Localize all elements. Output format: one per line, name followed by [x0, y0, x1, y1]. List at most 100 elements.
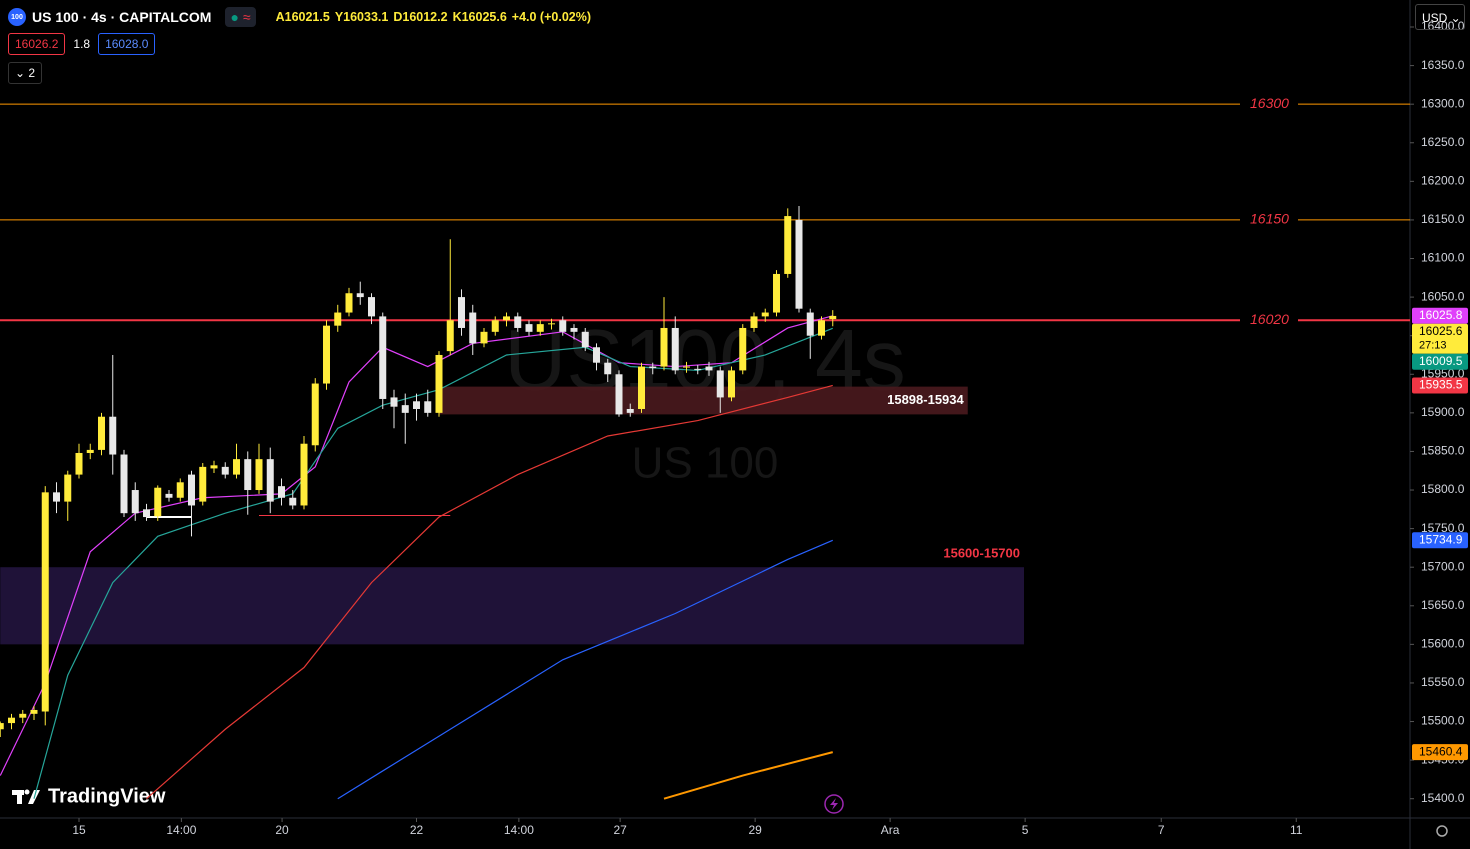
candle-body: [649, 366, 657, 369]
y-tick-label: 15750.0: [1421, 521, 1465, 535]
currency-select[interactable]: USD ⌄: [1415, 4, 1465, 30]
status[interactable]: ● ≈: [225, 7, 256, 27]
candle-body: [716, 370, 724, 398]
y-tick-label: 16150.0: [1421, 212, 1465, 226]
candle-body: [469, 312, 477, 344]
candle-body: [458, 297, 465, 328]
candle-body: [98, 416, 105, 450]
candle-body: [379, 316, 387, 399]
x-tick-label: Ara: [881, 823, 900, 837]
moving-average: [146, 384, 833, 800]
ohlc-value: 16025.6: [461, 10, 507, 24]
candle-body: [390, 397, 398, 407]
price-badge: [1412, 377, 1468, 394]
y-tick-label: 16350.0: [1421, 58, 1465, 72]
y-tick-label: 15950.0: [1421, 366, 1465, 380]
ohlc-value: 16033.1: [343, 10, 389, 24]
buy-button[interactable]: 16028.0: [98, 33, 156, 55]
zone-label: 15600-15700: [943, 546, 1020, 561]
candle-body: [345, 293, 353, 313]
sell-button[interactable]: 16026.2: [8, 33, 66, 55]
candle-body: [683, 366, 690, 368]
candle-body: [773, 273, 780, 313]
moving-average: [337, 539, 833, 800]
y-tick-label: 15900.0: [1421, 405, 1465, 419]
price-badge-label: 15935.5: [1419, 378, 1463, 392]
x-tick-label: 14:00: [504, 823, 534, 837]
candle-body: [446, 320, 454, 352]
candle-body: [41, 492, 49, 712]
candle-body: [109, 416, 117, 455]
symbol[interactable]: US 100 · 4s · CAPITALCOM: [32, 9, 212, 25]
candle-body: [694, 368, 702, 370]
price-badge: [1412, 744, 1468, 761]
ohlc-label: K: [452, 10, 462, 24]
spread: 1.8: [73, 37, 91, 51]
candle-body: [0, 723, 4, 730]
candle-body: [671, 327, 679, 371]
candle-body: [75, 452, 83, 475]
candle-body: [244, 459, 252, 491]
change: +4.0 (+0.02%): [511, 10, 591, 24]
candle-body: [638, 366, 645, 409]
x-tick-label: 14:00: [166, 823, 196, 837]
y-tick-label: 16100.0: [1421, 251, 1465, 265]
price-badge: [1412, 323, 1468, 354]
candle-body: [233, 459, 240, 475]
x-tick-label: 7: [1158, 823, 1165, 837]
candle-body: [30, 709, 38, 714]
zone: [439, 386, 968, 415]
candle-body: [829, 315, 837, 320]
candle-body: [176, 482, 184, 498]
candle-body: [255, 459, 263, 491]
candle-body: [491, 320, 499, 332]
settings-icon[interactable]: [1436, 825, 1448, 837]
candle-body: [210, 465, 218, 469]
candle-body: [401, 405, 409, 413]
candle-body: [784, 216, 792, 274]
candle-body: [154, 487, 162, 517]
candle-body: [559, 320, 567, 332]
candle-body: [188, 474, 195, 506]
candle-body: [660, 327, 668, 367]
indicator-toggle[interactable]: ⌄ 2: [8, 62, 43, 84]
candle-body: [221, 466, 229, 475]
ohlc-value: 16021.5: [284, 10, 330, 24]
y-tick-label: 16050.0: [1421, 289, 1465, 303]
candle-body: [368, 297, 375, 317]
candle-body: [199, 466, 207, 502]
candle-body: [615, 374, 623, 415]
candle-body: [356, 293, 364, 298]
level-label: 16020: [1250, 311, 1289, 327]
y-tick-label: 16200.0: [1421, 174, 1465, 188]
candle-body: [795, 219, 803, 309]
candle-body: [120, 454, 128, 514]
candle-body: [581, 331, 589, 348]
candle-body: [289, 497, 297, 506]
brand: TradingView: [48, 785, 166, 807]
candle-body: [266, 459, 274, 502]
price-badge-label: 16025.6: [1419, 324, 1463, 338]
candle-body: [761, 312, 769, 317]
candle-body: [300, 443, 308, 506]
alert-icon[interactable]: [824, 794, 844, 814]
candle-body: [593, 347, 600, 363]
candle-body: [413, 401, 420, 409]
alert-icon-bolt: [830, 798, 838, 810]
x-tick-label: 11: [1290, 823, 1303, 837]
candle-body: [323, 325, 330, 384]
candle-body: [536, 324, 544, 332]
level-label: 16150: [1250, 211, 1289, 227]
price-badge: [1412, 353, 1468, 370]
candle-body: [750, 316, 758, 328]
price-badge-label: 15460.4: [1419, 744, 1463, 758]
x-tick-label: 27: [613, 823, 627, 837]
zone-label: 15898-15934: [887, 392, 964, 407]
candle-body: [514, 316, 522, 328]
y-tick-label: 15700.0: [1421, 559, 1465, 573]
price-badge-label: 16009.5: [1419, 354, 1463, 368]
ohlc-label: D: [393, 10, 403, 24]
candle-body: [818, 320, 825, 336]
y-tick-label: 15400.0: [1421, 791, 1465, 805]
